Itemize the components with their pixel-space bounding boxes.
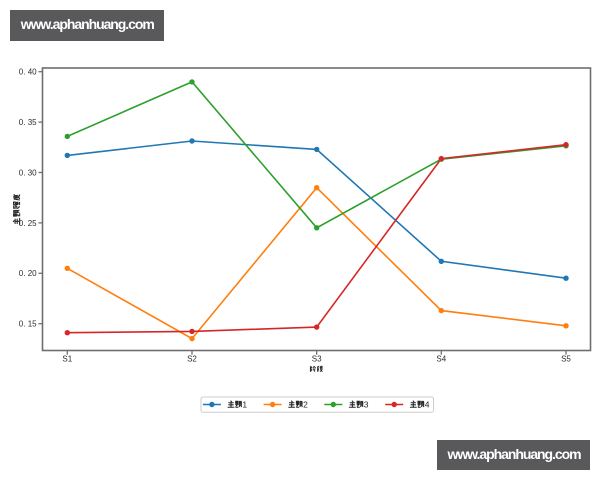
svg-text:0. 15: 0. 15 [19, 320, 37, 329]
svg-text:S3: S3 [312, 355, 322, 364]
svg-text:0. 25: 0. 25 [19, 219, 37, 228]
svg-text:S1: S1 [62, 355, 72, 364]
svg-text:0. 35: 0. 35 [19, 118, 37, 127]
svg-text:0. 20: 0. 20 [19, 269, 37, 278]
svg-text:0. 40: 0. 40 [19, 68, 37, 77]
svg-text:2: 2 [303, 400, 308, 410]
svg-text:3: 3 [364, 400, 369, 410]
svg-text:S2: S2 [187, 355, 197, 364]
svg-text:S5: S5 [561, 355, 571, 364]
svg-text:4: 4 [425, 400, 430, 410]
svg-text:S4: S4 [436, 355, 446, 364]
svg-text:0. 30: 0. 30 [19, 168, 37, 177]
svg-text:1: 1 [242, 400, 247, 410]
